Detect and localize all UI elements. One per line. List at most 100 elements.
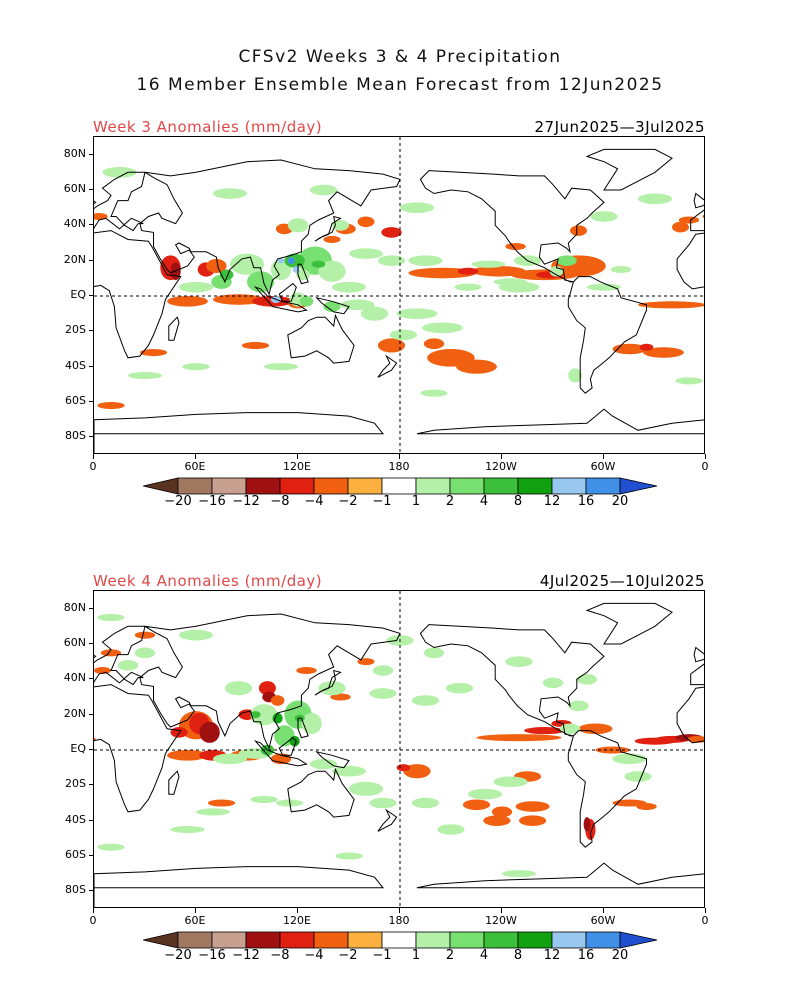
anomaly-region bbox=[207, 799, 236, 807]
lon-tick-mark bbox=[93, 454, 94, 459]
uk-outline bbox=[693, 646, 704, 663]
africa-outline bbox=[676, 232, 704, 290]
map-canvas bbox=[94, 137, 704, 453]
anomaly-region bbox=[454, 283, 482, 291]
anomaly-region bbox=[258, 681, 276, 696]
anomaly-region bbox=[624, 771, 652, 782]
new-zealand-outline bbox=[377, 354, 398, 378]
colorbar-strip bbox=[142, 477, 658, 495]
anomaly-region bbox=[583, 817, 591, 832]
lon-tick-mark bbox=[93, 908, 94, 913]
anomaly-region bbox=[97, 402, 125, 410]
europe-outline bbox=[690, 663, 704, 686]
lon-tick-label: 60E bbox=[184, 460, 206, 473]
colorbar-label: 8 bbox=[513, 948, 523, 963]
anomaly-region bbox=[311, 260, 326, 268]
anomaly-region bbox=[587, 283, 621, 291]
lat-tick-mark bbox=[89, 330, 94, 332]
colorbar-max-arrow bbox=[619, 477, 658, 495]
lon-tick-label: 0 bbox=[89, 914, 97, 927]
anomaly-region bbox=[179, 281, 213, 293]
anomaly-region bbox=[381, 227, 402, 238]
anomaly-region bbox=[423, 338, 445, 349]
colorbar-label: 1 bbox=[411, 948, 421, 963]
anomaly-region bbox=[570, 225, 587, 236]
japan-outline bbox=[314, 215, 342, 242]
antarctica-outline bbox=[416, 408, 704, 435]
antarctica-outline bbox=[94, 866, 385, 907]
anomaly-region bbox=[675, 377, 703, 385]
lat-tick-mark bbox=[89, 855, 94, 856]
lat-tick-label: 20S bbox=[65, 777, 86, 791]
anomaly-region bbox=[610, 265, 632, 274]
anomaly-region bbox=[576, 674, 598, 685]
colorbar-segment bbox=[245, 931, 281, 949]
week4-colorbar: −20 −16 −12 −8 −4 −2 −1 1 2 4 8 12 16 20 bbox=[142, 930, 663, 963]
week3-date-range: 27Jun2025—3Jul2025 bbox=[534, 118, 705, 136]
uk-outline bbox=[94, 200, 97, 205]
anomaly-region bbox=[182, 363, 210, 371]
anomaly-region bbox=[437, 824, 465, 835]
new-guinea-outline bbox=[315, 296, 350, 315]
colorbar-label: −20 bbox=[164, 494, 192, 509]
lat-tick-mark bbox=[89, 224, 94, 226]
anomaly-region bbox=[612, 753, 647, 765]
colorbar-strip bbox=[142, 931, 658, 949]
anomaly-region bbox=[277, 258, 285, 264]
anomaly-region bbox=[457, 267, 479, 275]
anomaly-region bbox=[369, 797, 397, 809]
anomaly-region bbox=[638, 301, 704, 309]
anomaly-region bbox=[340, 299, 375, 311]
lon-tick-mark bbox=[195, 454, 196, 459]
lat-tick-mark bbox=[89, 436, 94, 438]
colorbar-segment bbox=[415, 931, 451, 949]
anomaly-region bbox=[213, 188, 247, 199]
anomaly-region bbox=[476, 734, 562, 742]
anomaly-region bbox=[423, 647, 445, 659]
lon-tick-label: 120W bbox=[485, 914, 517, 927]
colorbar-max-arrow bbox=[619, 931, 658, 949]
lat-tick-mark bbox=[89, 678, 94, 680]
antarctica-outline bbox=[94, 412, 385, 453]
lat-tick-label: 20S bbox=[65, 323, 86, 337]
anomaly-region bbox=[250, 711, 261, 719]
anomaly-region bbox=[411, 797, 440, 809]
lon-tick-label: 0 bbox=[701, 914, 709, 927]
week3-colorbar: −20 −16 −12 −8 −4 −2 −1 1 2 4 8 12 16 20 bbox=[142, 476, 663, 509]
lon-tick-mark bbox=[501, 908, 502, 913]
new-guinea-outline bbox=[315, 750, 350, 769]
antarctica-outline bbox=[416, 862, 704, 889]
lon-tick-mark bbox=[705, 454, 706, 459]
anomaly-region bbox=[94, 737, 96, 742]
colorbar-label: −20 bbox=[164, 948, 192, 963]
anomaly-region bbox=[196, 808, 230, 816]
colorbar-segment bbox=[177, 931, 213, 949]
title-line-1: CFSv2 Weeks 3 & 4 Precipitation bbox=[238, 47, 562, 67]
philippines-outline bbox=[297, 263, 309, 285]
anomaly-region bbox=[468, 788, 502, 800]
uk-outline bbox=[693, 192, 704, 209]
colorbar-segment bbox=[585, 477, 621, 495]
anomaly-region bbox=[445, 682, 474, 694]
anomaly-region bbox=[612, 343, 647, 355]
madagascar-outline bbox=[168, 770, 180, 795]
anomaly-region bbox=[372, 665, 394, 676]
anomaly-region bbox=[264, 363, 298, 371]
colorbar-label: −4 bbox=[304, 494, 324, 509]
anomaly-region bbox=[301, 712, 322, 735]
europe-outline bbox=[94, 625, 146, 686]
anomaly-region bbox=[636, 803, 657, 811]
colorbar-label: −16 bbox=[198, 948, 226, 963]
anomaly-region bbox=[396, 764, 411, 772]
new-zealand-outline bbox=[377, 808, 398, 832]
anomaly-region bbox=[515, 801, 550, 812]
anomaly-region bbox=[323, 235, 341, 243]
indonesia-outline bbox=[253, 740, 308, 767]
anomaly-region bbox=[318, 260, 346, 282]
colorbar-segment bbox=[177, 477, 213, 495]
week3-map bbox=[93, 136, 705, 454]
anomaly-region bbox=[102, 167, 137, 178]
colorbar-label: 20 bbox=[611, 494, 629, 509]
anomaly-region bbox=[97, 843, 125, 851]
colorbar-segment bbox=[551, 931, 587, 949]
